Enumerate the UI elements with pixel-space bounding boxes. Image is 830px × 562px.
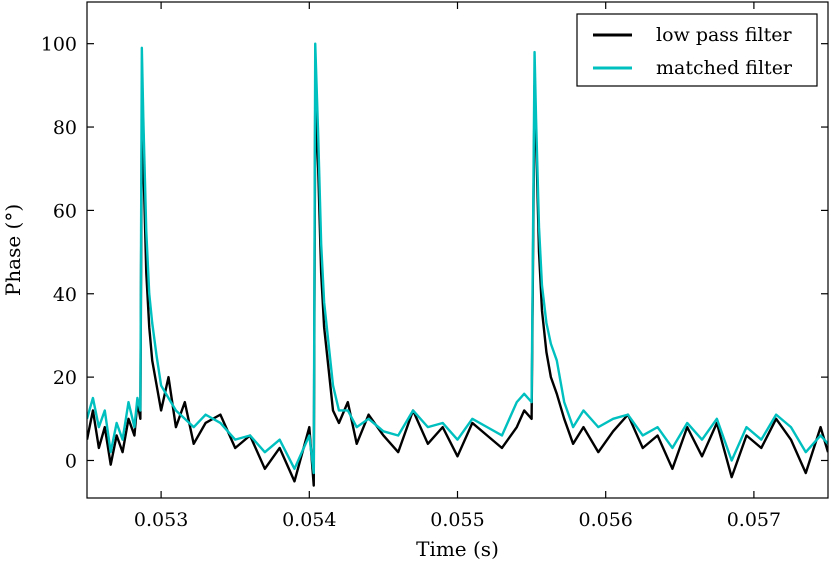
x-tick-label: 0.055 [430, 509, 484, 531]
y-axis-label: Phase (°) [1, 204, 25, 296]
y-tick-label: 20 [53, 367, 77, 389]
series-line-matched [87, 42, 828, 475]
y-tick-label: 40 [53, 284, 77, 306]
x-tick-label: 0.056 [578, 509, 632, 531]
x-axis-label: Time (s) [416, 537, 499, 561]
y-tick-label: 0 [65, 450, 77, 472]
y-tick-label: 100 [41, 34, 77, 56]
y-tick-label: 80 [53, 117, 77, 139]
y-tick-label: 60 [53, 200, 77, 222]
x-axis: 0.053 0.054 0.055 0.056 0.057 [134, 2, 781, 531]
x-tick-label: 0.057 [727, 509, 781, 531]
legend: low pass filter matched filter [576, 13, 818, 87]
legend-box [576, 13, 818, 87]
series-layer [87, 42, 828, 487]
x-tick-label: 0.053 [134, 509, 188, 531]
y-axis: 0 20 40 60 80 100 [41, 34, 828, 472]
legend-label-low-pass: low pass filter [656, 24, 792, 46]
legend-label-matched: matched filter [656, 57, 793, 79]
series-line-low-pass [87, 84, 828, 487]
x-tick-label: 0.054 [282, 509, 336, 531]
